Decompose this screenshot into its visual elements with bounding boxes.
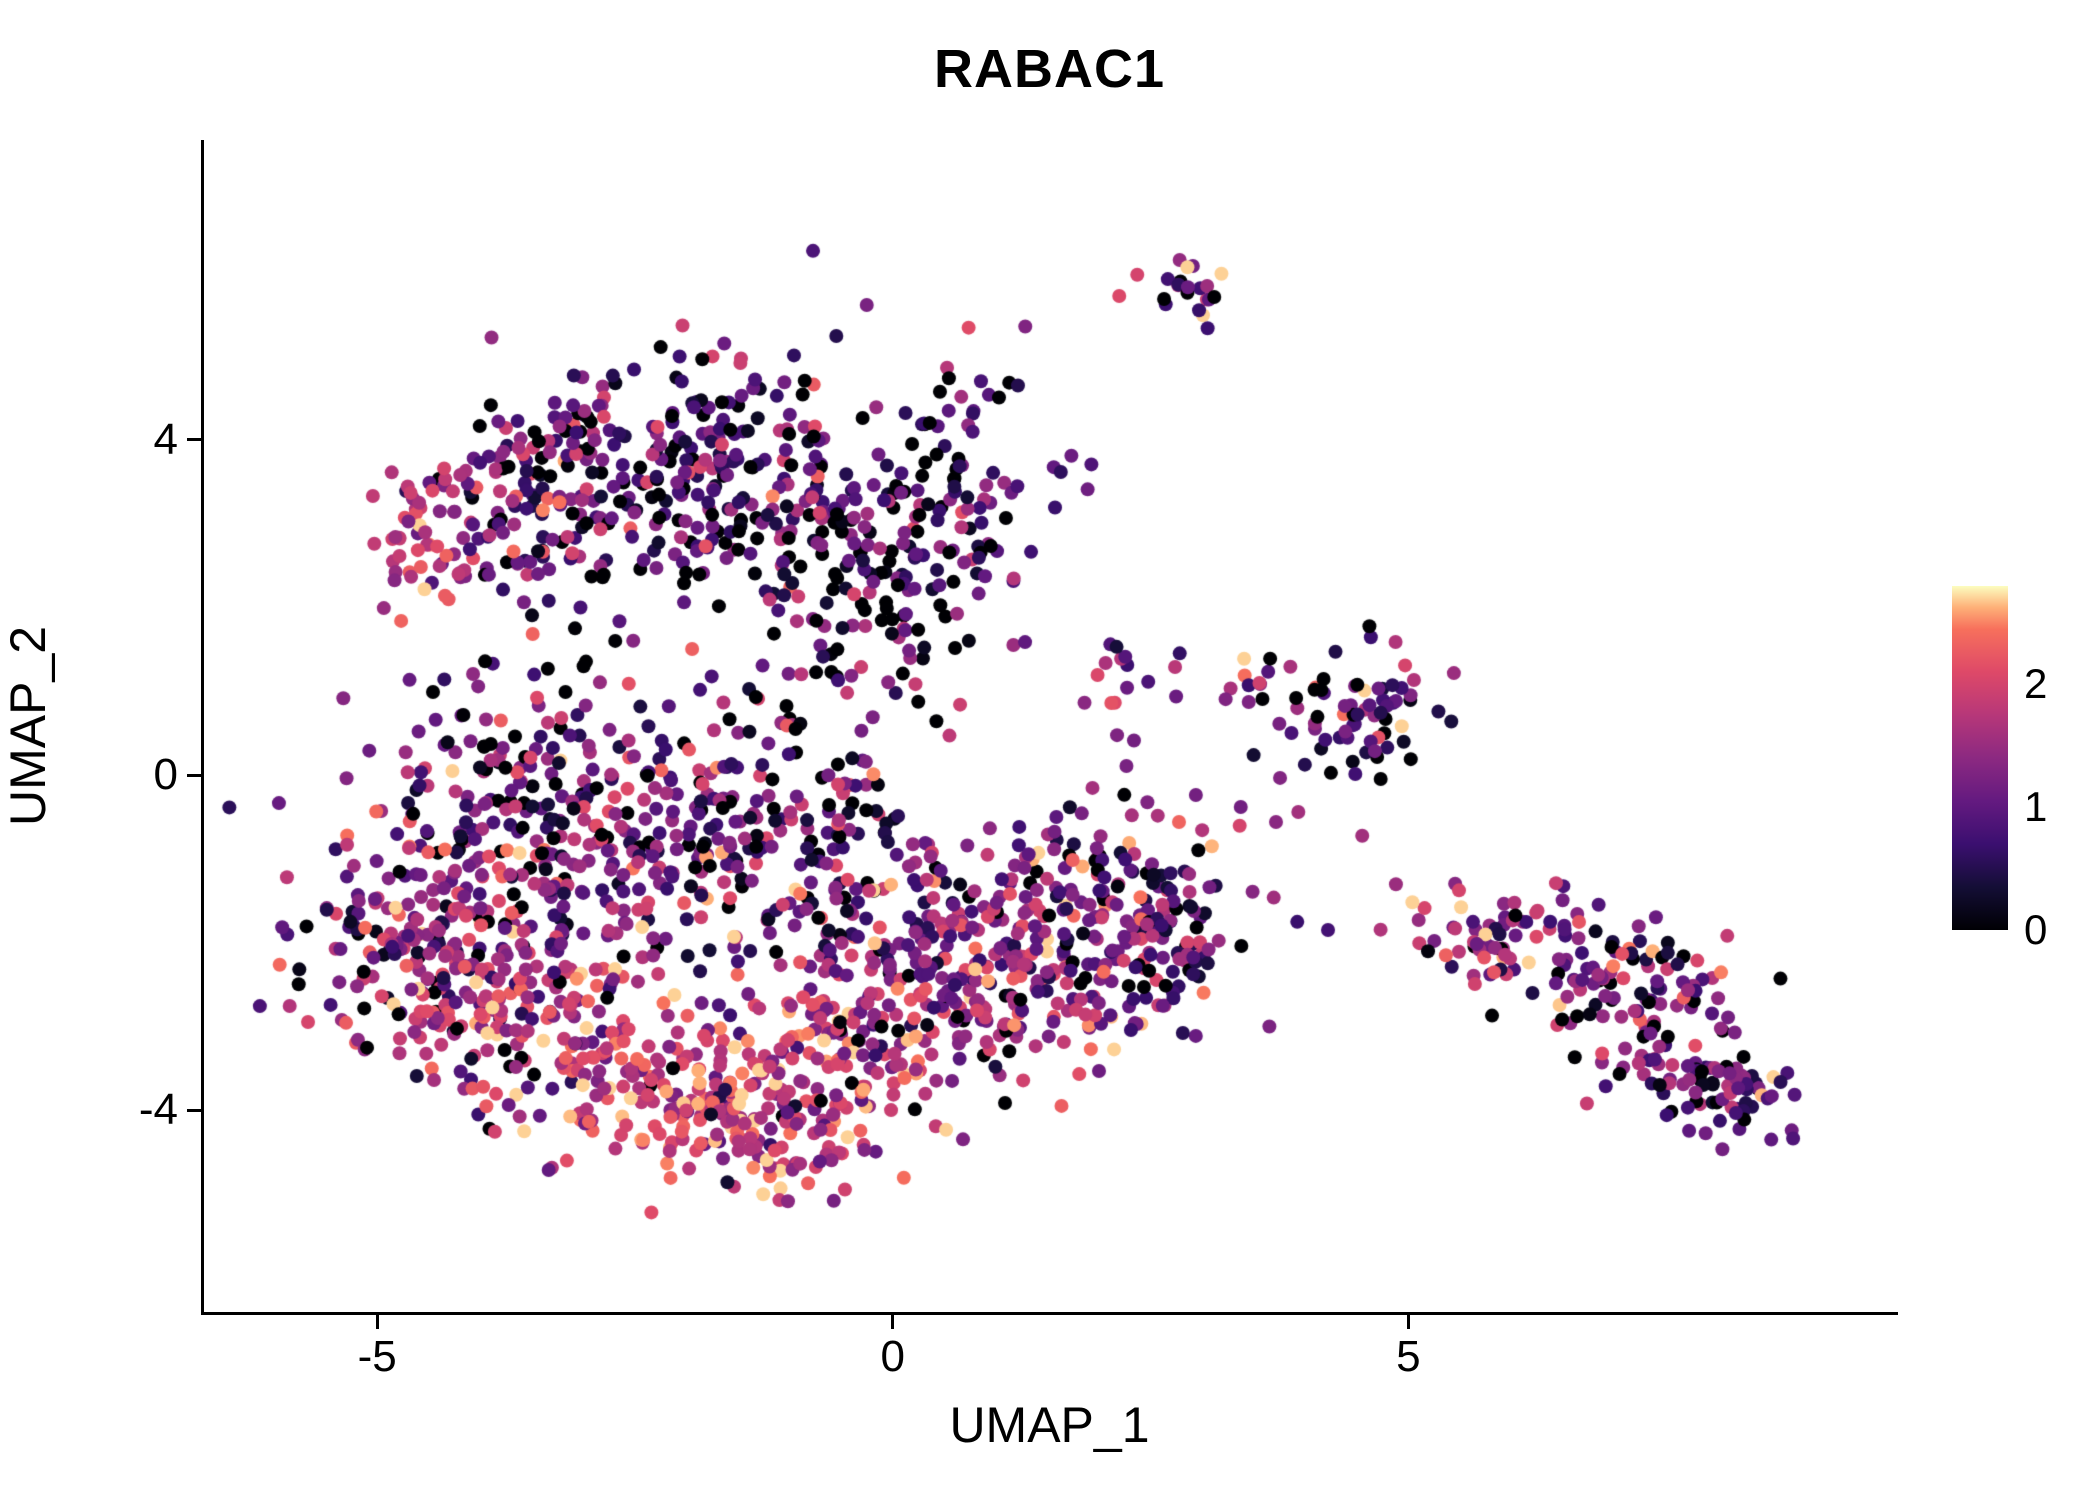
colorbar-tick-label: 2 xyxy=(2024,660,2048,708)
x-tick-label: 0 xyxy=(880,1332,906,1381)
x-tick-mark xyxy=(375,1315,379,1329)
x-tick-label: -5 xyxy=(357,1332,397,1381)
colorbar-tick-label: 1 xyxy=(2024,783,2048,831)
y-tick-label: 4 xyxy=(153,414,178,464)
x-axis-title: UMAP_1 xyxy=(949,1397,1150,1453)
x-axis-line xyxy=(201,1312,1898,1315)
colorbar-gradient xyxy=(1952,586,2008,930)
y-axis-line xyxy=(201,140,204,1315)
x-tick-label: 5 xyxy=(1396,1332,1421,1381)
y-tick-label: -4 xyxy=(138,1085,178,1135)
y-tick-mark xyxy=(187,1108,201,1112)
x-tick-mark xyxy=(1406,1315,1410,1329)
y-tick-mark xyxy=(187,438,201,442)
colorbar-tick-label: 0 xyxy=(2024,906,2048,953)
y-tick-label: 0 xyxy=(153,750,178,799)
x-tick-mark xyxy=(891,1315,895,1329)
y-axis-title: UMAP_2 xyxy=(0,625,56,827)
y-tick-mark xyxy=(187,773,201,777)
